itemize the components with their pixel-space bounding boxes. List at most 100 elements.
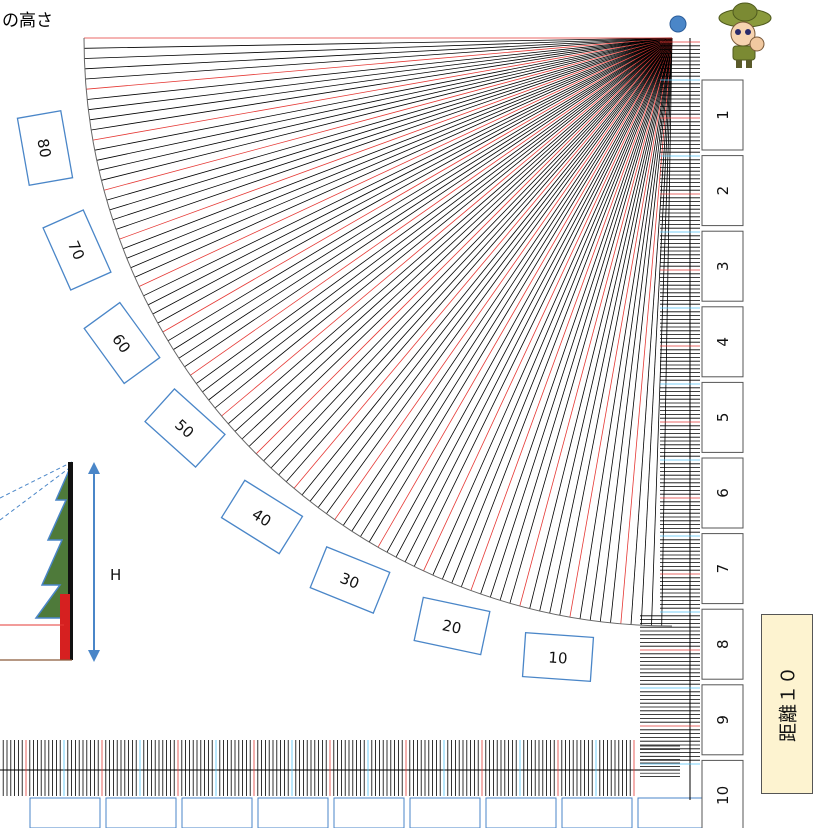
angle-lines — [83, 37, 673, 627]
angle-label-card: 30 — [309, 546, 391, 614]
bottom-label-box — [485, 797, 557, 829]
angle-card-box — [220, 479, 304, 555]
ranger-character-icon — [718, 2, 772, 68]
scale-label: 7 — [714, 564, 732, 574]
angle-line — [569, 37, 673, 618]
quadrant-arc — [83, 37, 673, 627]
scale-card-box — [701, 533, 744, 605]
bottom-label-box — [257, 797, 329, 829]
angle-line — [263, 37, 673, 462]
scale-label: 2 — [714, 186, 732, 196]
scale-label-card: 5 — [701, 381, 744, 453]
scale-label-card: 9 — [701, 684, 744, 756]
angle-line — [499, 37, 673, 601]
scale-label: 3 — [714, 261, 732, 271]
scale-card-box — [701, 684, 744, 756]
angle-line — [202, 37, 673, 393]
angle-line — [248, 37, 673, 447]
angle-line — [451, 37, 673, 584]
angle-line — [351, 37, 673, 532]
angle-line — [317, 37, 673, 508]
angle-label-card: 50 — [144, 387, 226, 469]
scale-label-card: 10 — [701, 759, 744, 831]
scale-label-card: 2 — [701, 155, 744, 227]
angle-line — [115, 37, 673, 230]
angle-line — [278, 37, 673, 476]
angle-line — [509, 37, 673, 604]
angle-line — [106, 37, 673, 201]
angle-line — [529, 37, 673, 609]
angle-label: 80 — [33, 137, 54, 159]
scale-label: 4 — [714, 337, 732, 347]
angle-line — [109, 37, 673, 211]
angle-line — [640, 37, 673, 626]
angle-line — [360, 37, 673, 537]
angle-line — [301, 37, 673, 496]
tree-illustration: H — [0, 461, 121, 662]
angle-label-card: 40 — [220, 479, 304, 555]
scale-card-box — [701, 230, 744, 302]
bottom-label-box — [181, 797, 253, 829]
scale-card-box — [701, 457, 744, 529]
scale-label: 9 — [714, 715, 732, 725]
angle-line — [255, 37, 673, 455]
scale-label: 1 — [714, 110, 732, 120]
tree-icon — [34, 467, 73, 619]
angle-line — [599, 37, 673, 622]
angle-line — [214, 37, 673, 409]
angle-label-card: 10 — [521, 631, 595, 683]
angle-line — [589, 37, 673, 621]
angle-line — [143, 37, 673, 297]
scale-label-card: 3 — [701, 230, 744, 302]
angle-line — [480, 37, 673, 595]
scale-label: 10 — [714, 786, 732, 805]
angle-line — [293, 37, 673, 489]
distance-label: 距離１０ — [777, 665, 800, 743]
scale-label: 8 — [714, 639, 732, 649]
angle-line — [579, 37, 673, 619]
angle-line — [84, 37, 673, 49]
scale-label: 6 — [714, 488, 732, 498]
angle-line — [620, 37, 673, 624]
scale-card-box — [701, 79, 744, 151]
angle-line — [549, 37, 673, 614]
scale-label-card: 8 — [701, 608, 744, 680]
angle-line — [112, 37, 673, 221]
angle-label: 20 — [441, 616, 463, 638]
bottom-label-box — [561, 797, 633, 829]
bottom-scale — [0, 740, 709, 829]
angle-line — [208, 37, 673, 401]
angle-line — [386, 37, 673, 553]
angle-line — [184, 37, 673, 368]
angle-card-box — [413, 596, 491, 656]
angle-line — [84, 37, 673, 59]
scale-label-card: 4 — [701, 306, 744, 378]
angle-line — [167, 37, 673, 342]
angle-card-box — [83, 301, 161, 385]
angle-line — [103, 37, 673, 191]
angle-line — [234, 37, 673, 432]
sight-dot-icon[interactable] — [669, 15, 687, 33]
angle-label-card: 60 — [83, 301, 161, 385]
angle-line — [441, 37, 673, 580]
angle-line — [413, 37, 673, 567]
angle-line — [92, 37, 673, 141]
angle-line — [309, 37, 673, 502]
angle-line — [157, 37, 673, 324]
angle-line — [519, 37, 673, 607]
angle-line — [395, 37, 673, 558]
angle-label-card: 70 — [42, 209, 112, 291]
height-arrow-icon — [88, 462, 100, 662]
angle-line — [147, 37, 673, 306]
angle-line — [134, 37, 673, 278]
scale-card-box — [701, 306, 744, 378]
angle-line — [84, 37, 673, 70]
angle-line — [91, 37, 673, 131]
angle-line — [368, 37, 673, 543]
angle-label-card: 20 — [413, 596, 491, 656]
angle-card-box — [144, 387, 226, 469]
scale-label-card: 6 — [701, 457, 744, 529]
angle-card-box — [16, 109, 74, 187]
angle-line — [86, 37, 673, 90]
